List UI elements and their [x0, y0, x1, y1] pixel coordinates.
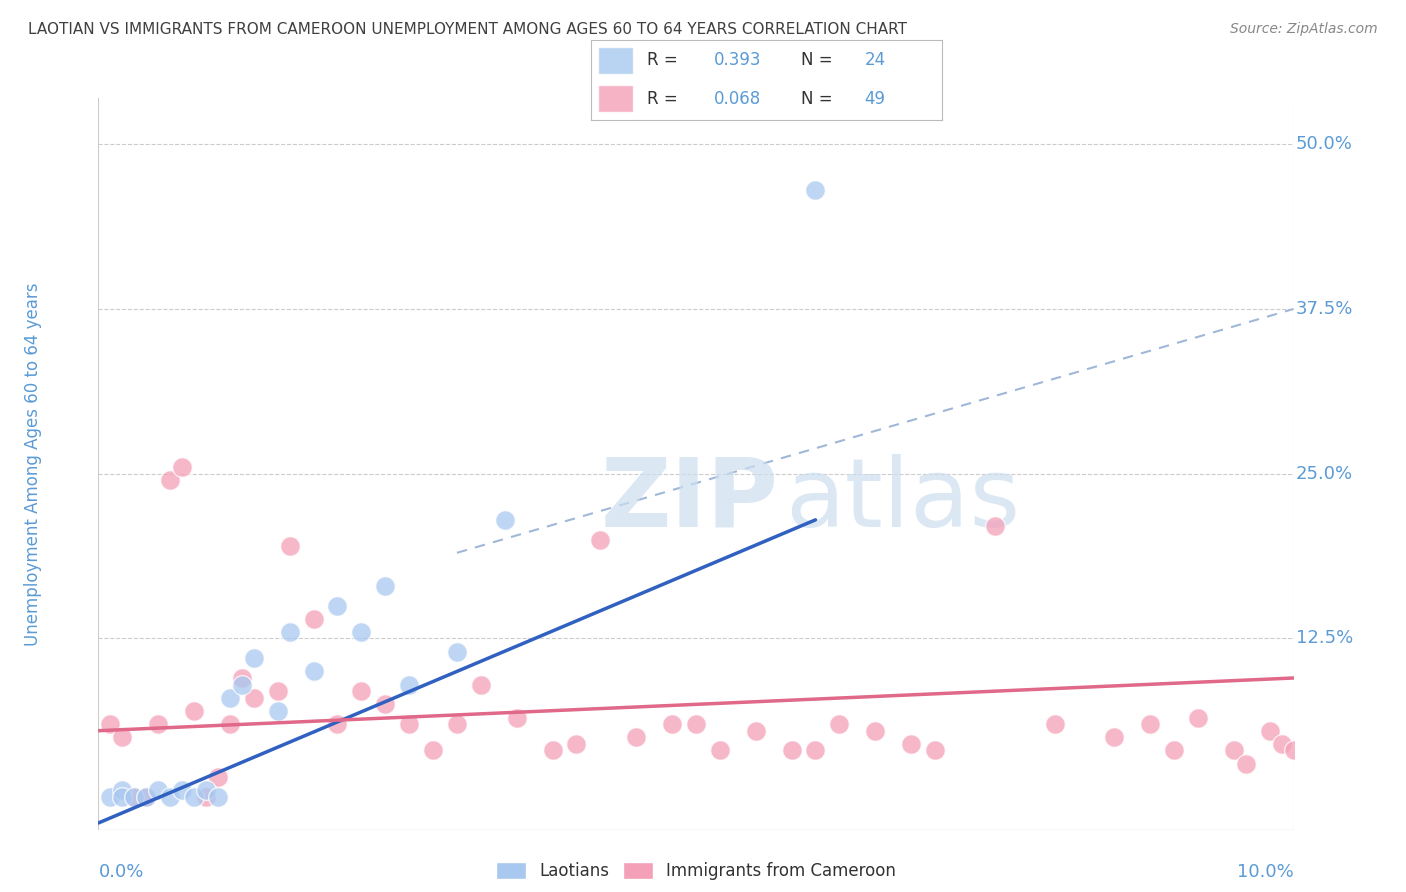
Point [1187, 710, 1209, 724]
FancyBboxPatch shape [598, 85, 633, 112]
Text: N =: N = [801, 90, 838, 108]
Text: 37.5%: 37.5% [1296, 300, 1354, 318]
FancyBboxPatch shape [598, 46, 633, 74]
Point [194, 789, 218, 804]
Point [1139, 717, 1161, 731]
Point [745, 723, 768, 738]
Point [231, 677, 253, 691]
Point [398, 717, 420, 731]
Point [172, 460, 194, 475]
Point [111, 731, 134, 745]
Text: Source: ZipAtlas.com: Source: ZipAtlas.com [1230, 22, 1378, 37]
Point [278, 539, 301, 553]
Text: 10.0%: 10.0% [1237, 863, 1294, 880]
Point [267, 704, 290, 718]
Text: Unemployment Among Ages 60 to 64 years: Unemployment Among Ages 60 to 64 years [24, 282, 42, 646]
Point [589, 533, 612, 547]
Point [350, 624, 373, 639]
Point [243, 690, 266, 705]
Text: 25.0%: 25.0% [1296, 465, 1353, 483]
Point [98, 789, 122, 804]
Point [278, 624, 301, 639]
Point [1043, 717, 1066, 731]
Point [207, 770, 229, 784]
Point [243, 651, 266, 665]
Point [446, 645, 468, 659]
Point [219, 717, 242, 731]
Point [1104, 731, 1126, 745]
Point [183, 704, 205, 718]
Point [1234, 756, 1257, 771]
Point [148, 717, 170, 731]
Point [159, 789, 181, 804]
Point [98, 717, 122, 731]
Point [983, 519, 1005, 533]
Point [219, 690, 242, 705]
Text: R =: R = [647, 90, 683, 108]
Point [446, 717, 468, 731]
Point [804, 743, 827, 757]
Point [326, 717, 349, 731]
Point [422, 743, 444, 757]
Point [398, 677, 420, 691]
Text: 50.0%: 50.0% [1296, 136, 1353, 153]
Text: 24: 24 [865, 51, 886, 70]
Point [804, 183, 827, 197]
Point [350, 684, 373, 698]
Point [828, 717, 851, 731]
Text: LAOTIAN VS IMMIGRANTS FROM CAMEROON UNEMPLOYMENT AMONG AGES 60 TO 64 YEARS CORRE: LAOTIAN VS IMMIGRANTS FROM CAMEROON UNEM… [28, 22, 907, 37]
Point [470, 677, 492, 691]
Point [1271, 737, 1294, 751]
Point [124, 789, 146, 804]
Point [506, 710, 529, 724]
Point [148, 783, 170, 797]
Text: 49: 49 [865, 90, 886, 108]
Point [172, 783, 194, 797]
Point [1282, 743, 1305, 757]
Point [159, 473, 181, 487]
Text: R =: R = [647, 51, 683, 70]
Point [135, 789, 157, 804]
Legend: Laotians, Immigrants from Cameroon: Laotians, Immigrants from Cameroon [489, 855, 903, 887]
Point [924, 743, 946, 757]
Point [231, 671, 253, 685]
Point [135, 789, 157, 804]
Point [661, 717, 683, 731]
Point [267, 684, 290, 698]
Point [780, 743, 803, 757]
Point [624, 731, 647, 745]
Point [326, 599, 349, 613]
Point [302, 665, 325, 679]
Point [1223, 743, 1246, 757]
Text: 0.0%: 0.0% [98, 863, 143, 880]
Text: ZIP: ZIP [600, 454, 779, 547]
Point [183, 789, 205, 804]
Text: 0.068: 0.068 [713, 90, 761, 108]
Point [685, 717, 707, 731]
Point [1163, 743, 1185, 757]
Point [565, 737, 588, 751]
Point [194, 783, 218, 797]
Text: N =: N = [801, 51, 838, 70]
Point [111, 783, 134, 797]
Point [302, 612, 325, 626]
Text: atlas: atlas [786, 454, 1021, 547]
Point [374, 579, 396, 593]
Point [865, 723, 887, 738]
Point [124, 789, 146, 804]
Point [207, 789, 229, 804]
Point [494, 513, 516, 527]
Point [111, 789, 134, 804]
Point [709, 743, 731, 757]
Text: 12.5%: 12.5% [1296, 630, 1353, 648]
Point [541, 743, 564, 757]
Point [1258, 723, 1281, 738]
Text: 0.393: 0.393 [713, 51, 761, 70]
Point [900, 737, 922, 751]
Point [374, 698, 396, 712]
